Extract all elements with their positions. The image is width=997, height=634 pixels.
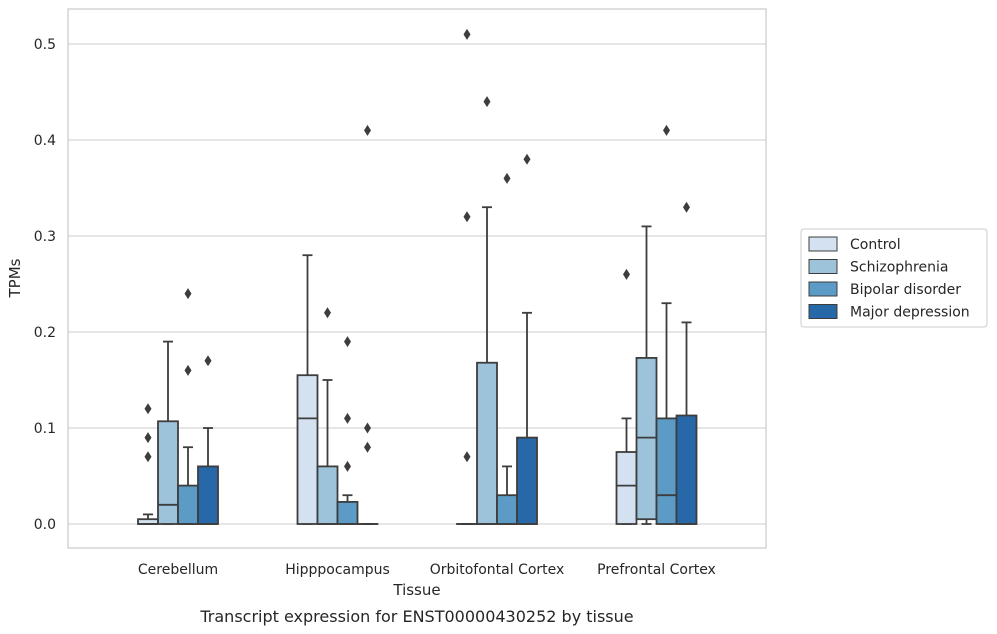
x-tick-labels: Cerebellum Hipppocampus Orbitofontal Corte… xyxy=(138,562,716,578)
box-rect xyxy=(197,465,219,525)
legend-label: Major depression xyxy=(850,305,970,321)
x-tick-label: Hipppocampus xyxy=(285,562,390,578)
outlier-point xyxy=(463,28,471,40)
box-group xyxy=(336,336,359,525)
y-tick-labels: 0.0 0.1 0.2 0.3 0.4 0.5 xyxy=(34,37,56,533)
box-marks xyxy=(137,28,698,525)
legend-swatch xyxy=(808,304,838,319)
outlier-point xyxy=(144,403,152,415)
outlier-point xyxy=(623,268,630,280)
y-axis-title: TPMs xyxy=(6,258,24,298)
outlier-point xyxy=(463,211,471,223)
box-group xyxy=(615,268,638,525)
box-group xyxy=(157,340,179,525)
box-rect xyxy=(516,436,538,525)
outlier-point xyxy=(364,124,371,136)
outlier-point xyxy=(483,96,491,108)
outlier-point xyxy=(364,422,371,434)
box-rect xyxy=(177,484,199,525)
outlier-point xyxy=(523,153,531,165)
box-rect xyxy=(336,501,359,525)
outlier-point xyxy=(364,441,371,453)
outlier-point xyxy=(184,364,192,376)
x-tick-label: Orbitofontal Cortex xyxy=(430,562,565,578)
outlier-point xyxy=(503,172,511,184)
outlier-point xyxy=(204,355,212,367)
legend-swatch xyxy=(808,236,838,252)
outlier-point xyxy=(683,201,690,213)
box-group xyxy=(496,172,518,525)
legend-swatch xyxy=(808,281,838,297)
box-group xyxy=(356,124,379,525)
y-tick-label: 0.3 xyxy=(34,229,56,245)
legend-label: Bipolar disorder xyxy=(850,282,961,298)
outlier-point xyxy=(344,412,351,424)
box-group xyxy=(296,254,319,525)
legend-label: Control xyxy=(850,237,901,253)
box-rect xyxy=(635,357,658,521)
box-group xyxy=(316,307,339,525)
outlier-point xyxy=(324,307,331,319)
outlier-point xyxy=(344,336,351,348)
box-group xyxy=(675,201,698,525)
box-group xyxy=(635,225,658,525)
outlier-point xyxy=(144,451,152,463)
box-rect xyxy=(476,361,498,525)
box-rect xyxy=(496,494,518,525)
box-group xyxy=(516,153,538,525)
box-rect xyxy=(675,414,698,525)
x-tick-label: Prefrontal Cortex xyxy=(597,562,716,578)
box-group xyxy=(197,355,219,525)
y-tick-label: 0.4 xyxy=(34,133,56,149)
box-rect xyxy=(655,417,678,525)
legend-label: Schizophrenia xyxy=(850,260,948,276)
box-group xyxy=(476,96,498,525)
y-tick-label: 0.5 xyxy=(34,37,56,53)
legend-frame xyxy=(800,228,988,328)
box-rect xyxy=(615,451,638,525)
y-tick-label: 0.1 xyxy=(34,421,56,437)
x-axis-title: Tissue xyxy=(392,581,440,599)
outlier-point xyxy=(663,124,670,136)
box-group xyxy=(655,124,678,525)
box-group xyxy=(456,28,478,525)
y-tick-label: 0.0 xyxy=(34,517,56,533)
box-rect xyxy=(157,420,179,525)
outlier-point xyxy=(144,432,152,444)
box-group xyxy=(137,403,159,525)
legend-swatch xyxy=(808,259,838,274)
outlier-point xyxy=(184,288,192,300)
y-tick-label: 0.2 xyxy=(34,325,56,341)
box-rect xyxy=(316,465,339,525)
figure-caption: Transcript expression for ENST0000043025… xyxy=(199,607,633,626)
plot-frame xyxy=(67,8,767,549)
box-rect xyxy=(296,374,319,525)
x-tick-label: Cerebellum xyxy=(138,562,218,578)
outlier-point xyxy=(344,460,351,472)
legend: Control Schizophrenia Bipolar disorder Majo… xyxy=(800,228,988,328)
outlier-point xyxy=(463,451,471,463)
box-group xyxy=(177,288,199,525)
